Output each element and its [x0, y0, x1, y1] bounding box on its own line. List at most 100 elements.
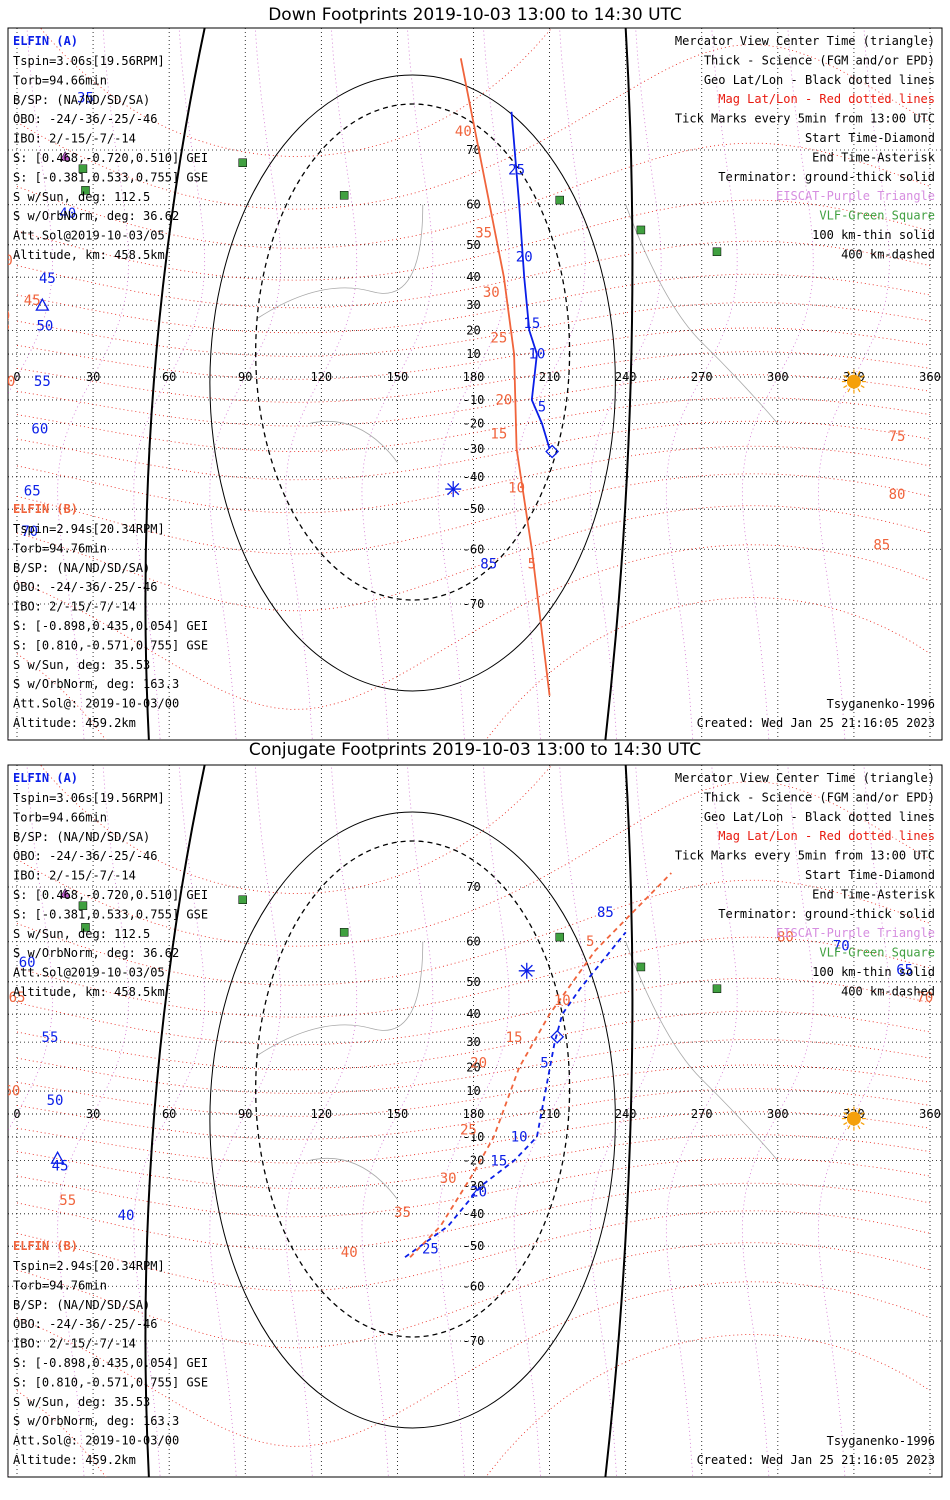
x-tick-label: 30: [86, 1107, 100, 1121]
y-tick-label: -60: [463, 1279, 485, 1293]
elfin-a-line: Torb=94.66min: [13, 810, 107, 824]
y-tick-label: 30: [466, 298, 480, 312]
vlf-site-marker: [238, 895, 247, 905]
elfin-b-line: S w/OrbNorm, deg: 163.3: [13, 677, 179, 691]
time-tick-label: 55: [34, 374, 51, 390]
elfin-a-line: S: [0.468,-0.720,0.510] GEI: [13, 888, 208, 902]
legend-entry: EISCAT-Purple Triangle: [776, 926, 935, 940]
y-tick-label: 70: [466, 880, 480, 894]
legend-entry: Tick Marks every 5min from 13:00 UTC: [675, 849, 935, 863]
mag-meridian: [133, 28, 206, 740]
footprint-track-elfin-b: [459, 58, 551, 696]
vlf-site-marker: [712, 247, 722, 257]
mag-meridian: [665, 765, 738, 1477]
vlf-site-marker: [78, 164, 88, 173]
y-tick-label: -40: [463, 470, 485, 484]
start-time-diamond: [545, 444, 560, 459]
coastline: [625, 941, 779, 1161]
y-tick-label: -30: [463, 442, 485, 456]
legend-entry: Tick Marks every 5min from 13:00 UTC: [675, 112, 935, 126]
time-tick-label: 5: [528, 557, 536, 573]
sun-ray: [843, 375, 848, 379]
legend-entry: 400 km-dashed: [841, 247, 935, 261]
vlf-site-marker: [81, 186, 90, 195]
x-tick-label: 360: [919, 370, 941, 384]
mag-parallel: [16, 1111, 931, 1164]
elfin-b-line: Tspin=2.94s[20.34RPM]: [13, 522, 165, 536]
time-tick-label: 50: [0, 253, 13, 269]
mag-parallel: [16, 273, 931, 334]
elfin-a-line: S w/OrbNorm, deg: 36.62: [13, 946, 179, 960]
mag-meridian: [361, 28, 434, 740]
time-tick-label: 60: [3, 1084, 20, 1100]
mag-parallel: [40, 28, 553, 157]
elfin-b-line: IBO: 2/-15/-7/-14: [13, 600, 136, 614]
time-tick-label: 5: [538, 400, 546, 416]
x-tick-label: 360: [919, 1107, 941, 1121]
time-tick-label: 40: [59, 206, 76, 222]
y-tick-label: 10: [466, 347, 480, 361]
legend-entry: VLF-Green Square: [819, 209, 935, 223]
sun-ray: [857, 1107, 861, 1112]
time-tick-label: 45: [39, 271, 56, 287]
ellipse-400km: [255, 840, 571, 1338]
mag-meridian: [209, 28, 282, 740]
elfin-a-line: Att.Sol@2019-10-03/05: [13, 229, 165, 243]
elfin-a-line: IBO: 2/-15/-7/-14: [13, 132, 136, 146]
vlf-site-marker: [339, 191, 349, 200]
y-tick-label: -20: [463, 417, 485, 431]
y-tick-label: 20: [466, 1060, 480, 1074]
mag-meridian: [589, 765, 662, 1477]
time-tick-label: 70: [916, 990, 933, 1006]
y-tick-label: 10: [466, 1084, 480, 1098]
legend-entry: Start Time-Diamond: [805, 131, 935, 145]
elfin-b-line: IBO: 2/-15/-7/-14: [13, 1337, 136, 1351]
legend-entry: Thick - Science (FGM and/or EPD): [704, 53, 935, 67]
time-tick-label: 55: [42, 1030, 59, 1046]
time-tick-label: 70: [833, 939, 850, 955]
x-tick-label: 150: [387, 1107, 409, 1121]
vlf-site-marker: [238, 158, 247, 168]
time-tick-label: 85: [480, 557, 497, 573]
elfin-b-info: ELFIN (B) Tspin=2.94s[20.34RPM] Torb=94.76…: [13, 502, 208, 730]
time-tick-label: 20: [496, 393, 513, 409]
x-tick-label: 90: [238, 370, 252, 384]
sun-ray: [847, 388, 851, 393]
y-tick-label: -50: [463, 502, 485, 516]
legend: Mercator View Center Time (triangle) Thic…: [675, 771, 936, 998]
sun-ray: [857, 1125, 861, 1130]
time-tick-label: 75: [889, 429, 906, 445]
time-tick-label: 25: [490, 330, 507, 346]
mag-parallel: [16, 374, 931, 427]
sun-marker: [846, 374, 861, 389]
legend-entry: Geo Lat/Lon - Black dotted lines: [704, 810, 935, 824]
mag-meridian: [209, 765, 282, 1477]
mag-meridian: [437, 28, 510, 740]
x-tick-label: 210: [539, 1107, 561, 1121]
mag-parallel: [16, 1281, 931, 1447]
time-tick-label: 10: [554, 993, 571, 1009]
y-tick-label: -70: [463, 597, 485, 611]
map-panel-0: 0306090120150180210240270300330360706050…: [0, 27, 943, 741]
legend-entry: Start Time-Diamond: [805, 868, 935, 882]
mag-meridian: [589, 28, 662, 740]
y-tick-label: 70: [466, 143, 480, 157]
time-tick-label: 80: [889, 487, 906, 503]
y-tick-label: -60: [463, 542, 485, 556]
footprint-track-elfin-a: [404, 931, 627, 1258]
time-tick-label: 30: [440, 1171, 457, 1187]
start-time-diamond: [550, 1029, 565, 1044]
time-tick-label: 40: [118, 1208, 135, 1224]
elfin-a-line: B/SP: (NA/ND/SD/SA): [13, 830, 150, 844]
elfin-a-line: S: [-0.381,0.533,0.755] GSE: [13, 170, 208, 184]
eiscat-site-marker: [59, 888, 71, 898]
elfin-a-line: Tspin=3.06s[19.56RPM]: [13, 54, 165, 68]
vlf-site-marker: [339, 928, 349, 937]
vlf-site-marker: [636, 225, 646, 235]
legend-entry: 100 km-thin solid: [812, 965, 935, 979]
mag-parallel: [16, 1157, 931, 1218]
elfin-b-line: S: [0.810,-0.571,0.755] GSE: [13, 638, 208, 652]
x-tick-label: 120: [310, 370, 332, 384]
coastline: [257, 941, 424, 1056]
